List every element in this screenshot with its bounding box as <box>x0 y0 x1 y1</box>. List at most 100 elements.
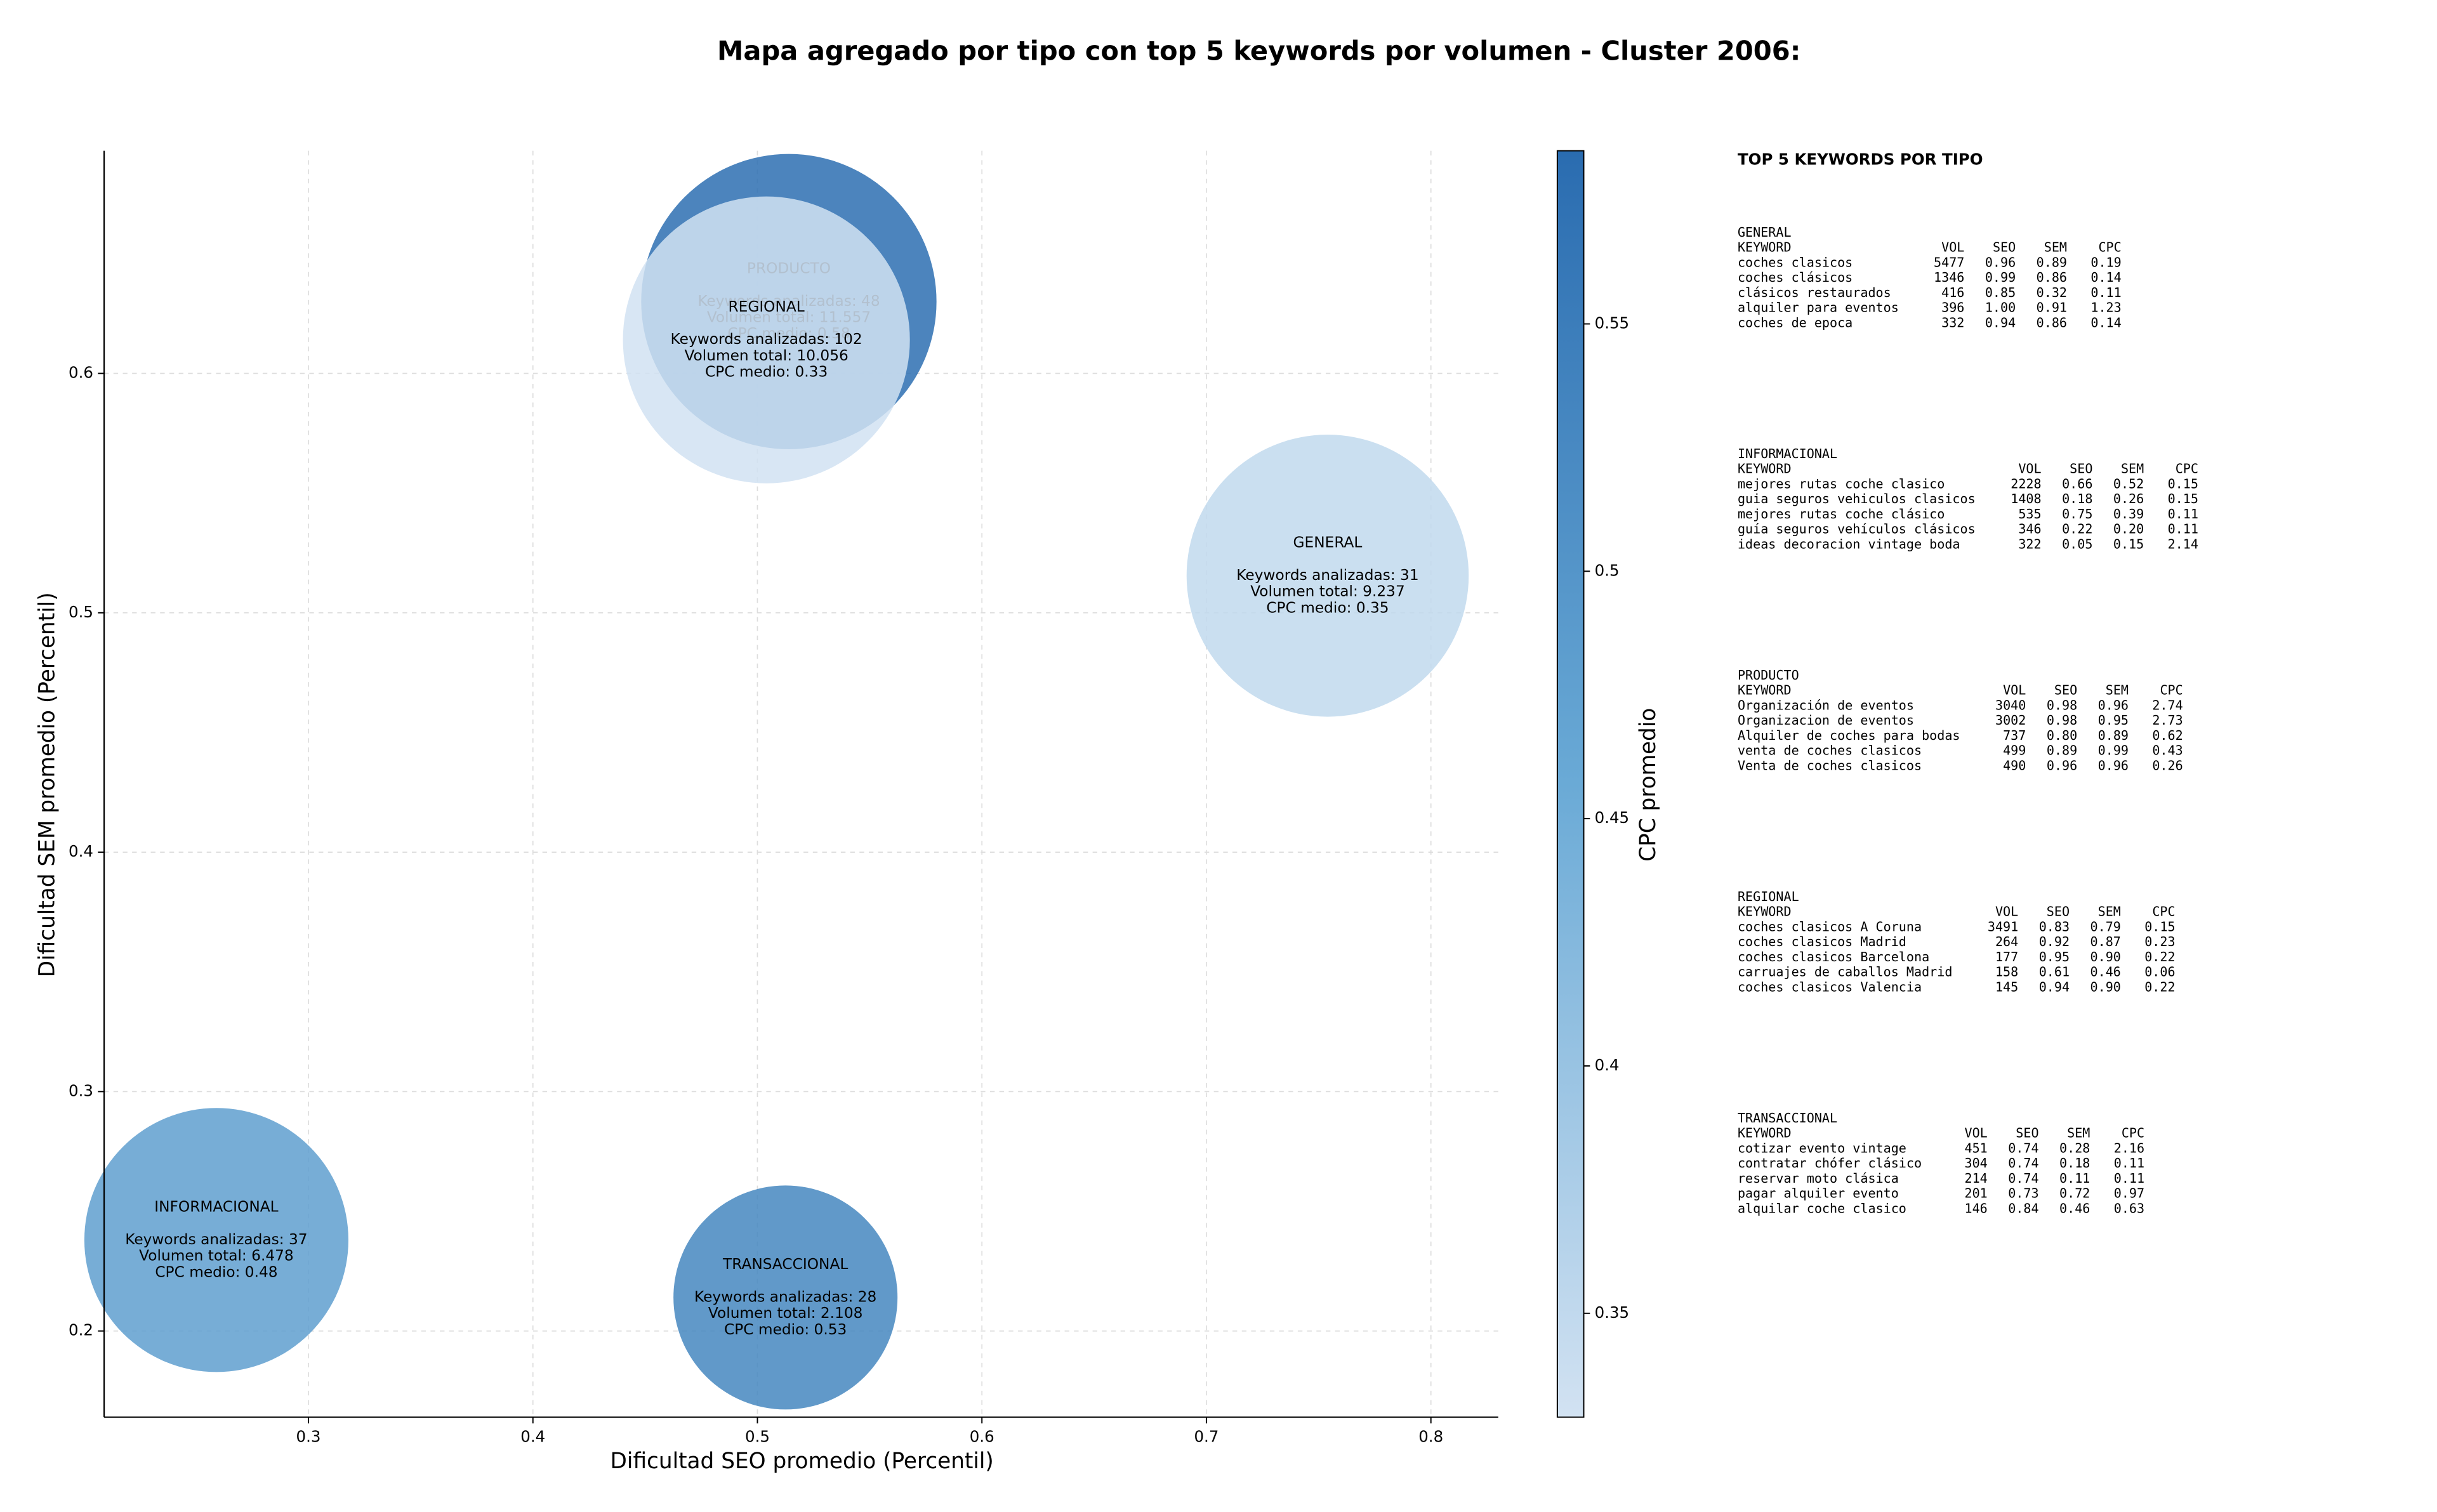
group-name: PRODUCTO <box>1738 667 1799 683</box>
table-cell: mejores rutas coche clasico <box>1738 476 1945 491</box>
table-cell: 0.83 <box>2039 919 2070 934</box>
table-header: KEYWORD <box>1738 683 1792 698</box>
table-cell: 1.23 <box>2090 300 2121 315</box>
table-cell: 0.66 <box>2062 476 2092 491</box>
table-cell: 2228 <box>2011 476 2041 491</box>
table-header: VOL <box>2018 461 2041 477</box>
table-cell: coches clasicos Valencia <box>1738 979 1922 994</box>
table-cell: carruajes de caballos Madrid <box>1738 964 1952 980</box>
table-header: KEYWORD <box>1738 904 1792 919</box>
bubble-annotation: CPC medio: 0.53 <box>724 1321 847 1338</box>
table-cell: 0.96 <box>2098 758 2129 773</box>
y-tick-label: 0.3 <box>69 1081 93 1100</box>
table-cell: venta de coches clasicos <box>1738 743 1922 758</box>
table-cell: 416 <box>1941 285 1964 300</box>
table-header: KEYWORD <box>1738 1126 1792 1141</box>
bubble-name: REGIONAL <box>728 298 804 315</box>
table-cell: cotizar evento vintage <box>1738 1140 1906 1155</box>
table-cell: 0.15 <box>2168 491 2198 506</box>
table-cell: 2.73 <box>2152 713 2183 728</box>
bubble-annotation: CPC medio: 0.35 <box>1266 599 1389 616</box>
table-cell: 0.11 <box>2168 522 2198 537</box>
table-cell: Organizacion de eventos <box>1738 713 1914 728</box>
table-cell: 3040 <box>1995 697 2026 713</box>
table-cell: 0.46 <box>2059 1200 2090 1216</box>
table-cell: coches clasicos Barcelona <box>1738 949 1929 964</box>
table-cell: 0.90 <box>2090 949 2121 964</box>
table-header: VOL <box>1941 240 1964 255</box>
table-cell: 2.14 <box>2168 536 2198 551</box>
table-cell: 0.26 <box>2113 491 2144 506</box>
table-cell: 0.11 <box>2059 1171 2090 1186</box>
table-cell: 535 <box>2018 506 2041 522</box>
table-header: SEM <box>2067 1126 2090 1141</box>
x-tick-label: 0.4 <box>520 1427 545 1445</box>
table-cell: coches de epoca <box>1738 315 1853 330</box>
table-cell: 0.32 <box>2037 285 2067 300</box>
table-cell: guía seguros vehículos clásicos <box>1738 522 1976 537</box>
table-cell: 0.15 <box>2168 476 2198 491</box>
table-cell: 0.73 <box>2008 1186 2038 1201</box>
table-cell: 322 <box>2018 536 2041 551</box>
table-cell: 0.18 <box>2059 1155 2090 1171</box>
table-cell: 0.43 <box>2152 743 2183 758</box>
table-header: CPC <box>2152 904 2175 919</box>
table-cell: 0.62 <box>2152 728 2183 743</box>
bubble <box>1186 435 1469 717</box>
bubble <box>84 1108 348 1372</box>
bubble-name: GENERAL <box>1293 534 1363 551</box>
table-cell: 346 <box>2018 522 2041 537</box>
group-name: INFORMACIONAL <box>1738 446 1837 461</box>
table-cell: 0.96 <box>1985 254 2016 270</box>
table-cell: 0.74 <box>2008 1171 2038 1186</box>
table-cell: 201 <box>1964 1186 1987 1201</box>
bubble-annotation: Volumen total: 10.056 <box>684 347 848 364</box>
table-cell: 0.15 <box>2144 919 2175 934</box>
table-cell: 0.22 <box>2144 979 2175 994</box>
table-cell: 1346 <box>1934 270 1964 285</box>
table-cell: 0.72 <box>2059 1186 2090 1201</box>
table-cell: 0.95 <box>2098 713 2129 728</box>
table-header: CPC <box>2122 1126 2144 1141</box>
bubble-annotation: Keywords analizadas: 28 <box>694 1288 876 1305</box>
table-header: CPC <box>2176 461 2198 477</box>
table-cell: 0.80 <box>2047 728 2077 743</box>
table-cell: 0.85 <box>1985 285 2016 300</box>
table-cell: clásicos restaurados <box>1738 285 1891 300</box>
bubble-annotation: Volumen total: 6.478 <box>139 1247 294 1265</box>
bubble-name: INFORMACIONAL <box>154 1198 278 1215</box>
table-cell: 146 <box>1964 1200 1987 1216</box>
x-tick-label: 0.6 <box>970 1427 994 1445</box>
table-cell: 0.92 <box>2039 934 2070 949</box>
table-cell: 0.90 <box>2090 979 2121 994</box>
table-cell: 332 <box>1941 315 1964 330</box>
x-tick-label: 0.3 <box>296 1427 321 1445</box>
table-cell: 0.22 <box>2144 949 2175 964</box>
table-header: CPC <box>2098 240 2121 255</box>
table-cell: 0.52 <box>2113 476 2144 491</box>
chart-title: Mapa agregado por tipo con top 5 keyword… <box>717 35 1800 66</box>
table-cell: 0.94 <box>2039 979 2070 994</box>
table-cell: 0.61 <box>2039 964 2070 980</box>
y-tick-label: 0.4 <box>69 842 93 860</box>
table-header: SEM <box>2106 683 2129 698</box>
y-tick-label: 0.2 <box>69 1321 93 1339</box>
table-cell: 0.89 <box>2037 254 2067 270</box>
table-cell: 0.63 <box>2114 1200 2144 1216</box>
table-cell: 0.11 <box>2114 1155 2144 1171</box>
table-cell: 0.11 <box>2114 1171 2144 1186</box>
table-cell: coches clásicos <box>1738 270 1853 285</box>
table-cell: 177 <box>1995 949 2018 964</box>
table-cell: 0.19 <box>2090 254 2121 270</box>
table-cell: contratar chófer clásico <box>1738 1155 1922 1171</box>
table-cell: 0.87 <box>2090 934 2121 949</box>
table-cell: 0.74 <box>2008 1155 2038 1171</box>
colorbar-tick-label: 0.55 <box>1595 314 1629 332</box>
table-cell: 0.14 <box>2090 315 2121 330</box>
table-cell: reservar moto clásica <box>1738 1171 1899 1186</box>
table-header: SEO <box>2016 1126 2038 1141</box>
table-cell: alquiler para eventos <box>1738 300 1899 315</box>
table-cell: 0.95 <box>2039 949 2070 964</box>
table-cell: 2.74 <box>2152 697 2183 713</box>
